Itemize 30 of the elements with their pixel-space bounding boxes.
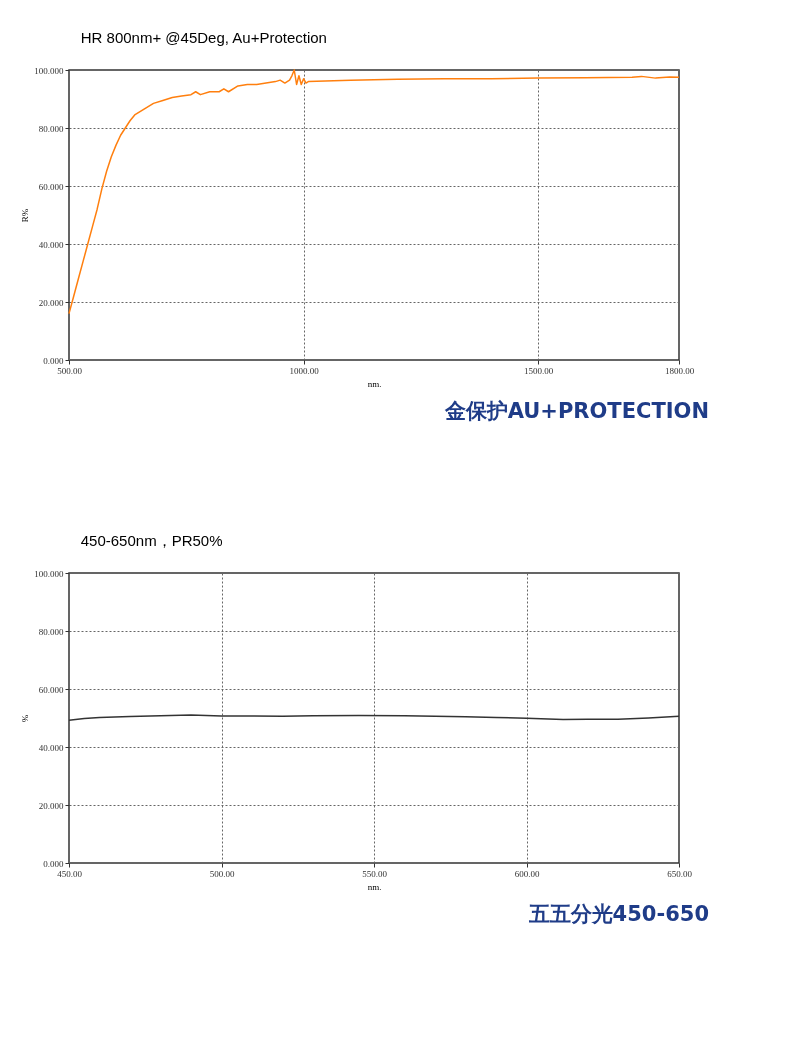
y-tick-label: 100.000	[34, 65, 64, 76]
x-tick-label: 1000.00	[289, 365, 320, 376]
y-tick-label: 40.000	[38, 239, 64, 250]
x-tick-label: 1800.00	[664, 365, 695, 376]
y-tick-label: 0.000	[43, 355, 64, 366]
chart-title: 450-650nm，PR50%	[80, 532, 223, 549]
text: 金保护AU+PROTECTION	[443, 399, 709, 423]
y-tick-label: 40.000	[38, 742, 64, 753]
y-tick-label: 60.000	[38, 181, 64, 192]
chart-title: HR 800nm+ @45Deg, Au+Protection	[80, 29, 327, 46]
line-series	[68, 69, 680, 315]
y-axis-title: R%	[20, 208, 31, 223]
text: 五五分光450-650	[527, 902, 709, 926]
x-tick-label: 500.00	[209, 868, 235, 879]
y-tick-label: 20.000	[38, 800, 64, 811]
x-tick-label: 550.00	[362, 868, 388, 879]
x-tick-label: 600.00	[514, 868, 540, 879]
y-tick-label: 20.000	[38, 297, 64, 308]
y-tick-label: 80.000	[38, 123, 64, 134]
x-tick-label: 500.00	[57, 365, 83, 376]
x-axis-title: nm.	[367, 378, 382, 389]
x-tick-label: 1500.00	[524, 365, 554, 376]
y-tick-label: 80.000	[38, 626, 64, 637]
x-tick-label: 650.00	[667, 868, 693, 879]
y-axis-title: %	[20, 714, 31, 723]
y-tick-label: 100.000	[34, 568, 64, 579]
y-tick-label: 0.000	[43, 858, 64, 869]
x-axis-title: nm.	[367, 881, 382, 892]
x-tick-label: 450.00	[57, 868, 83, 879]
y-tick-label: 60.000	[38, 684, 64, 695]
